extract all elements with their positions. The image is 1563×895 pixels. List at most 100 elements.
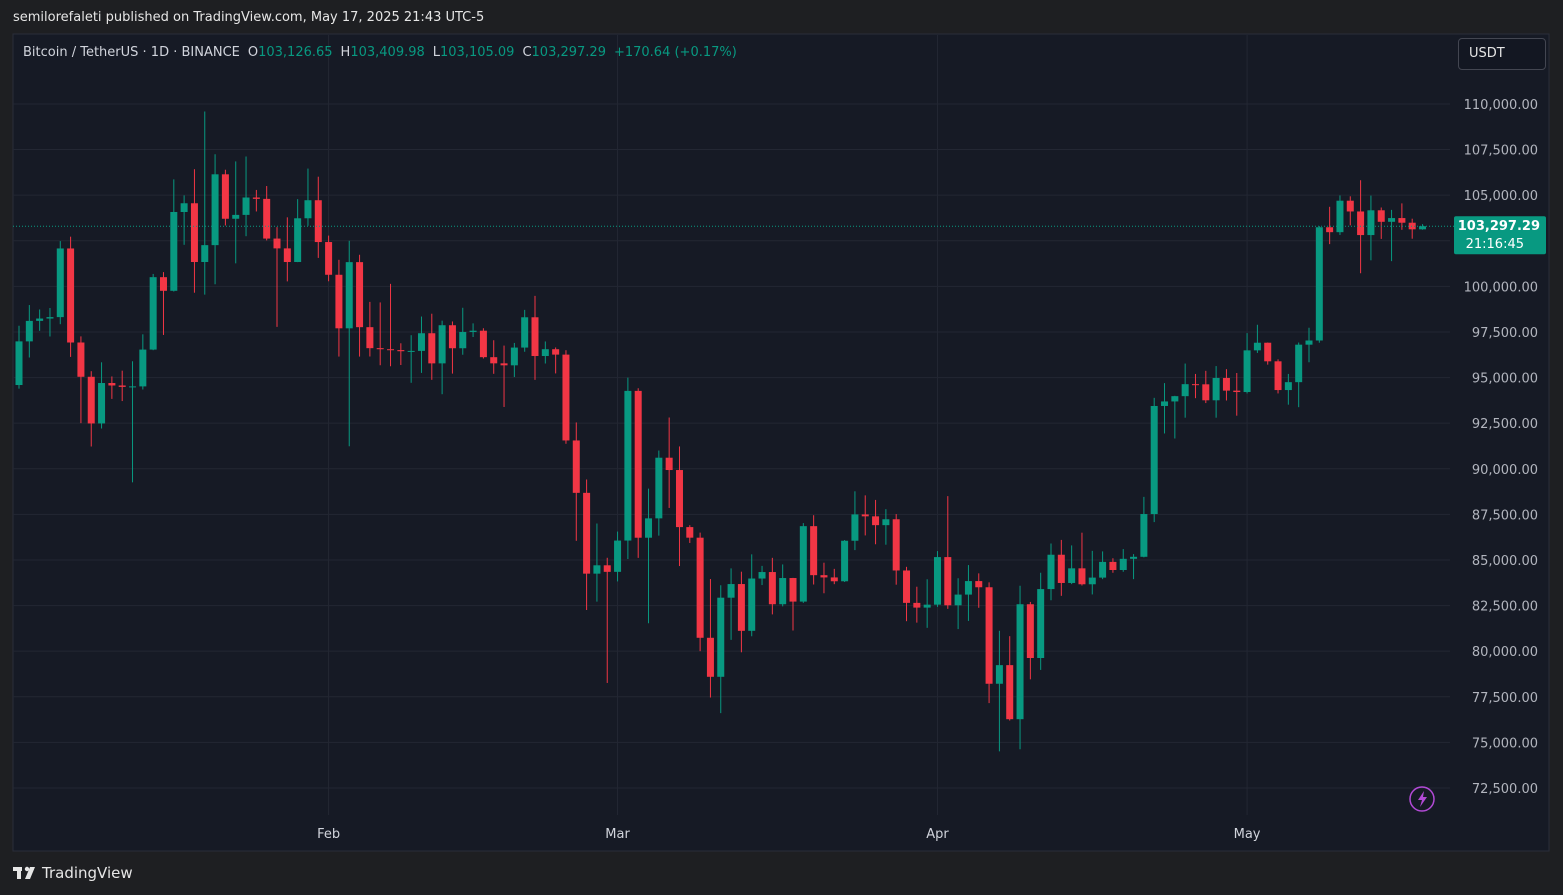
candle-body (1088, 577, 1096, 585)
candle-body (15, 341, 23, 386)
candle-body (479, 330, 487, 358)
y-tick-label: 90,000.00 (1472, 463, 1538, 478)
candle-body (1408, 222, 1416, 230)
candle-body (294, 218, 302, 263)
candle-body (180, 203, 188, 212)
candle-body (851, 514, 859, 541)
candle-body (407, 350, 415, 352)
candle-body (1068, 568, 1076, 583)
candle-body (56, 248, 64, 318)
candle-body (1315, 227, 1323, 341)
candle-body (459, 331, 467, 349)
candle-body (758, 572, 766, 579)
candle-body (252, 197, 260, 199)
candle-body (964, 581, 972, 595)
candle-body (108, 383, 116, 386)
y-tick-label: 97,500.00 (1472, 326, 1538, 341)
candle-body (1109, 561, 1117, 571)
axes: 72,500.00 75,000.00 77,500.00 80,000.00 82,5… (13, 98, 1546, 842)
candle-body (469, 330, 477, 332)
candle-body (211, 174, 219, 246)
legend-key: C (522, 45, 532, 60)
legend-value: 103,105.09 (440, 45, 515, 60)
candle-body (1377, 210, 1385, 222)
candle-body (1078, 568, 1086, 585)
candle-body (686, 527, 694, 538)
candle-body (1222, 377, 1230, 391)
candle-body (87, 376, 95, 424)
candle-body (995, 665, 1003, 684)
candle-body (273, 238, 281, 249)
candle-body (562, 354, 570, 441)
symbol: Bitcoin / TetherUS · 1D · BINANCE (23, 45, 240, 60)
candle-body (1264, 342, 1272, 362)
candle-body (1047, 554, 1055, 590)
candle-body (1161, 401, 1169, 406)
legend-key: L (432, 45, 441, 60)
candle-body (1398, 218, 1406, 223)
candles (15, 111, 1427, 752)
y-tick-label: 92,500.00 (1472, 417, 1538, 432)
candle-body (779, 578, 787, 605)
candle-body (345, 262, 353, 329)
candle-body (572, 440, 580, 493)
candle-body (304, 200, 312, 219)
candle-body (768, 572, 776, 605)
candle-body (1326, 227, 1334, 233)
candle-body (541, 349, 549, 357)
candle-body (1233, 390, 1241, 393)
candle-body (1388, 218, 1396, 222)
candle-body (696, 537, 704, 638)
candle-body (799, 526, 807, 602)
candle-body (552, 349, 560, 355)
candle-body (1171, 396, 1179, 402)
candle-body (1057, 554, 1065, 583)
candle-body (490, 357, 498, 364)
candle-body (603, 565, 611, 572)
x-tick-label: May (1234, 827, 1261, 842)
alert-icon[interactable] (1409, 786, 1435, 812)
candle-body (933, 557, 941, 605)
candle-body (1016, 604, 1024, 720)
candle-body (201, 245, 209, 263)
candle-body (820, 575, 828, 578)
y-tick-label: 110,000.00 (1464, 98, 1538, 113)
legend-value: 103,297.29 (531, 45, 606, 60)
symbol-legend: Bitcoin / TetherUS · 1D · BINANCE O 103,1… (23, 45, 737, 60)
candle-body (645, 518, 653, 538)
candle-body (1181, 384, 1189, 397)
candle-body (129, 386, 137, 388)
candle-body (417, 333, 425, 351)
chart-frame (12, 33, 1550, 852)
candle-body (954, 594, 962, 606)
candle-body (1212, 377, 1220, 401)
candle-body (861, 514, 869, 517)
candle-body (1274, 361, 1282, 391)
candle-body (1357, 211, 1365, 236)
y-tick-label: 72,500.00 (1472, 782, 1538, 797)
candle-body (139, 349, 147, 387)
candle-body (510, 347, 518, 366)
y-tick-label: 85,000.00 (1472, 554, 1538, 569)
candle-body (325, 242, 333, 275)
x-tick-label: Mar (605, 827, 630, 842)
legend-change: +170.64 (+0.17%) (613, 45, 737, 60)
y-tick-label: 77,500.00 (1472, 691, 1538, 706)
candle-body (665, 457, 673, 471)
grid (13, 35, 1450, 815)
legend-value: 103,409.98 (350, 45, 425, 60)
currency-button[interactable]: USDT (1458, 38, 1546, 70)
candle-body (335, 274, 343, 329)
candle-body (242, 197, 250, 215)
candle-body (923, 604, 931, 608)
candle-body (1099, 561, 1107, 578)
candle-body (397, 350, 405, 352)
candle-body (283, 248, 291, 263)
candle-body (1346, 200, 1354, 212)
candle-body (263, 198, 271, 239)
candle-body (1284, 382, 1292, 391)
candle-body (1305, 340, 1313, 345)
candle-body (438, 325, 446, 364)
candle-body (634, 390, 642, 538)
